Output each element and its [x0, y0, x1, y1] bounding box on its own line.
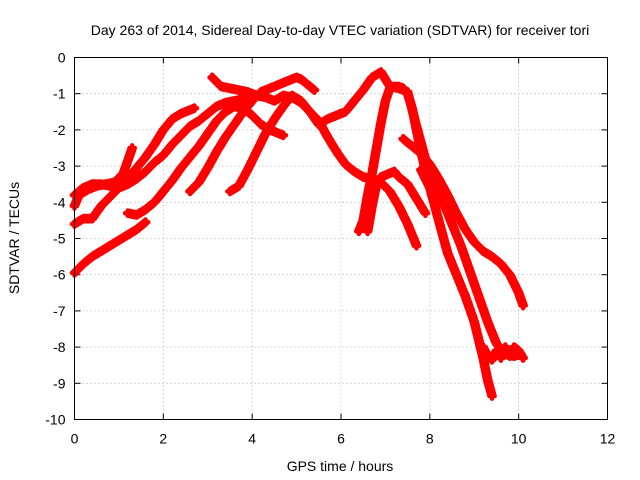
x-tick-label: 10 — [511, 431, 527, 447]
data-series-track-9 — [353, 81, 431, 237]
series-layer — [69, 67, 528, 401]
x-axis-label: GPS time / hours — [287, 458, 394, 474]
data-series-track-3 — [69, 217, 151, 278]
y-tick-label: 0 — [58, 50, 66, 66]
x-tick-label: 12 — [600, 431, 616, 447]
x-tick-label: 8 — [426, 431, 434, 447]
y-tick-label: -1 — [53, 86, 66, 102]
x-tick-label: 4 — [248, 431, 256, 447]
data-series-track-13 — [478, 342, 528, 365]
y-tick-label: -6 — [53, 267, 66, 283]
x-tick-label: 0 — [71, 431, 79, 447]
data-series-track-10 — [362, 166, 431, 237]
x-tick-label: 2 — [159, 431, 167, 447]
y-tick-label: -10 — [45, 412, 65, 428]
y-tick-label: -5 — [53, 231, 66, 247]
x-tick-label: 6 — [337, 431, 345, 447]
y-tick-label: -3 — [53, 158, 66, 174]
plot-frame — [74, 57, 608, 420]
y-axis-label: SDTVAR / TECUs — [6, 182, 22, 294]
y-tick-label: -2 — [53, 122, 66, 138]
y-tick-label: -4 — [53, 194, 66, 210]
y-tick-label: -8 — [53, 339, 66, 355]
y-tick-label: -7 — [53, 303, 66, 319]
data-series-track-12 — [416, 164, 497, 401]
data-series-track-11 — [398, 134, 528, 311]
y-tick-label: -9 — [53, 375, 66, 391]
tick-labels: 0 2 4 6 8 10 12 0 -1 -2 -3 -4 -5 -6 -7 -8 -9 -10 — [45, 50, 615, 447]
chart-title: Day 263 of 2014, Sidereal Day-to-day VTE… — [91, 22, 590, 38]
